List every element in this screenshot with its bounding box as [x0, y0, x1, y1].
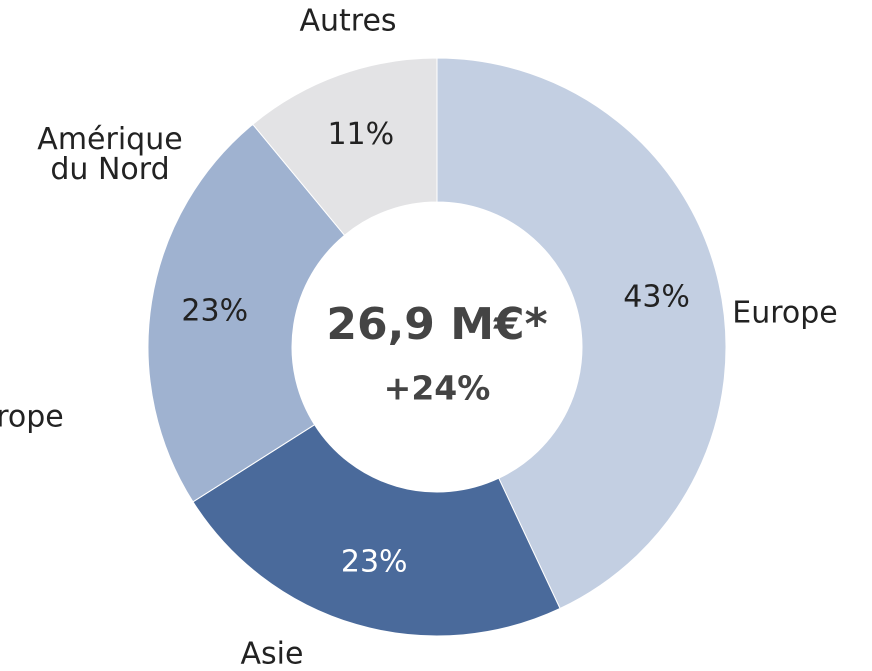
slice	[252, 57, 438, 236]
value-label: 23%	[341, 545, 408, 580]
annotation: rope	[0, 400, 64, 435]
category-label: Asie	[241, 637, 304, 671]
category-label: Autres	[299, 4, 396, 39]
center-title: 26,9 M€*	[326, 299, 547, 350]
slice	[192, 424, 561, 637]
center-subtitle: +24%	[384, 369, 491, 408]
value-label: 43%	[623, 279, 690, 314]
slices	[147, 57, 727, 637]
slice	[436, 57, 727, 610]
value-label: 11%	[327, 117, 394, 152]
value-label: 23%	[181, 293, 248, 328]
category-label: Europe	[732, 296, 838, 331]
category-label: Amérique du Nord	[37, 122, 182, 187]
slice	[147, 123, 346, 503]
